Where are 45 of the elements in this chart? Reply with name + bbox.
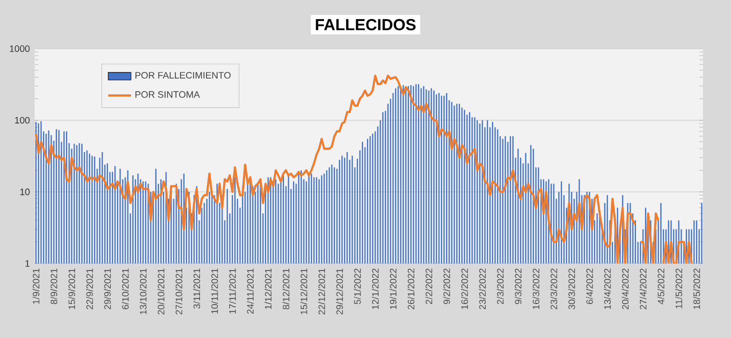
x-tick-label: 23/2/2022: [478, 268, 486, 310]
x-tick-label: 20/10/2021: [158, 268, 164, 314]
x-tick-label: 1/9/2021: [32, 268, 40, 304]
x-tick-label: 29/9/2021: [104, 268, 111, 310]
x-tick-label: 10/11/2021: [211, 268, 218, 314]
x-tick-label: 26/1/2022: [408, 268, 414, 310]
x-tick-label: 16/3/2022: [532, 268, 540, 309]
x-tick-label: 9/3/2022: [514, 268, 522, 304]
x-tick-label: 18/5/2022: [693, 268, 700, 309]
x-tick-label: 8/12/2021: [282, 268, 290, 310]
x-tick-label: 4/5/2022: [657, 268, 664, 304]
x-tick-label: 2/2/2022: [425, 268, 432, 304]
x-tick-label: 6/10/2021: [122, 268, 129, 310]
x-tick-label: 27/4/2022: [640, 268, 646, 310]
y-tick-label: 10: [20, 188, 30, 196]
x-tick-label: 9/2/2022: [443, 268, 450, 304]
x-tick-label: 1/12/2021: [264, 268, 272, 309]
x-tick-label: 6/4/2022: [586, 268, 593, 304]
x-tick-label: 5/1/2022: [354, 268, 361, 304]
x-tick-label: 8/9/2021: [50, 268, 58, 304]
x-tick-label: 13/4/2022: [604, 268, 611, 309]
x-tick-label: 23/3/2022: [550, 268, 558, 310]
x-tick-label: 17/11/2021: [228, 268, 236, 314]
x-tick-label: 2/3/2022: [496, 268, 504, 304]
y-tick-label: 100: [15, 116, 30, 124]
x-tick-label: 13/10/2021: [140, 268, 147, 314]
y-tick-label: 1000: [10, 45, 30, 52]
x-tick-label: 24/11/2021: [246, 268, 254, 314]
x-tick-label: 15/12/2021: [300, 268, 308, 314]
y-tick-label: 1: [26, 260, 30, 267]
x-tick-label: 22/12/2021: [318, 268, 326, 314]
chart-title: FALLECIDOS: [316, 18, 416, 30]
x-tick-label: 16/2/2022: [461, 268, 468, 309]
x-tick-label: 30/3/2022: [568, 268, 576, 310]
x-tick-label: 22/9/2021: [86, 268, 93, 310]
legend-label: POR SINTOMA: [135, 91, 200, 98]
legend-label: POR FALLECIMIENTO: [135, 72, 231, 79]
x-tick-label: 20/4/2022: [622, 268, 629, 310]
x-tick-label: 27/10/2021: [175, 268, 182, 314]
x-tick-label: 15/9/2021: [68, 268, 76, 309]
x-tick-label: 12/1/2022: [372, 268, 379, 309]
x-tick-label: 11/5/2022: [675, 268, 682, 308]
x-tick-label: 3/11/2021: [193, 268, 200, 309]
x-tick-label: 19/1/2022: [390, 268, 396, 309]
x-tick-label: 29/12/2021: [336, 268, 343, 314]
